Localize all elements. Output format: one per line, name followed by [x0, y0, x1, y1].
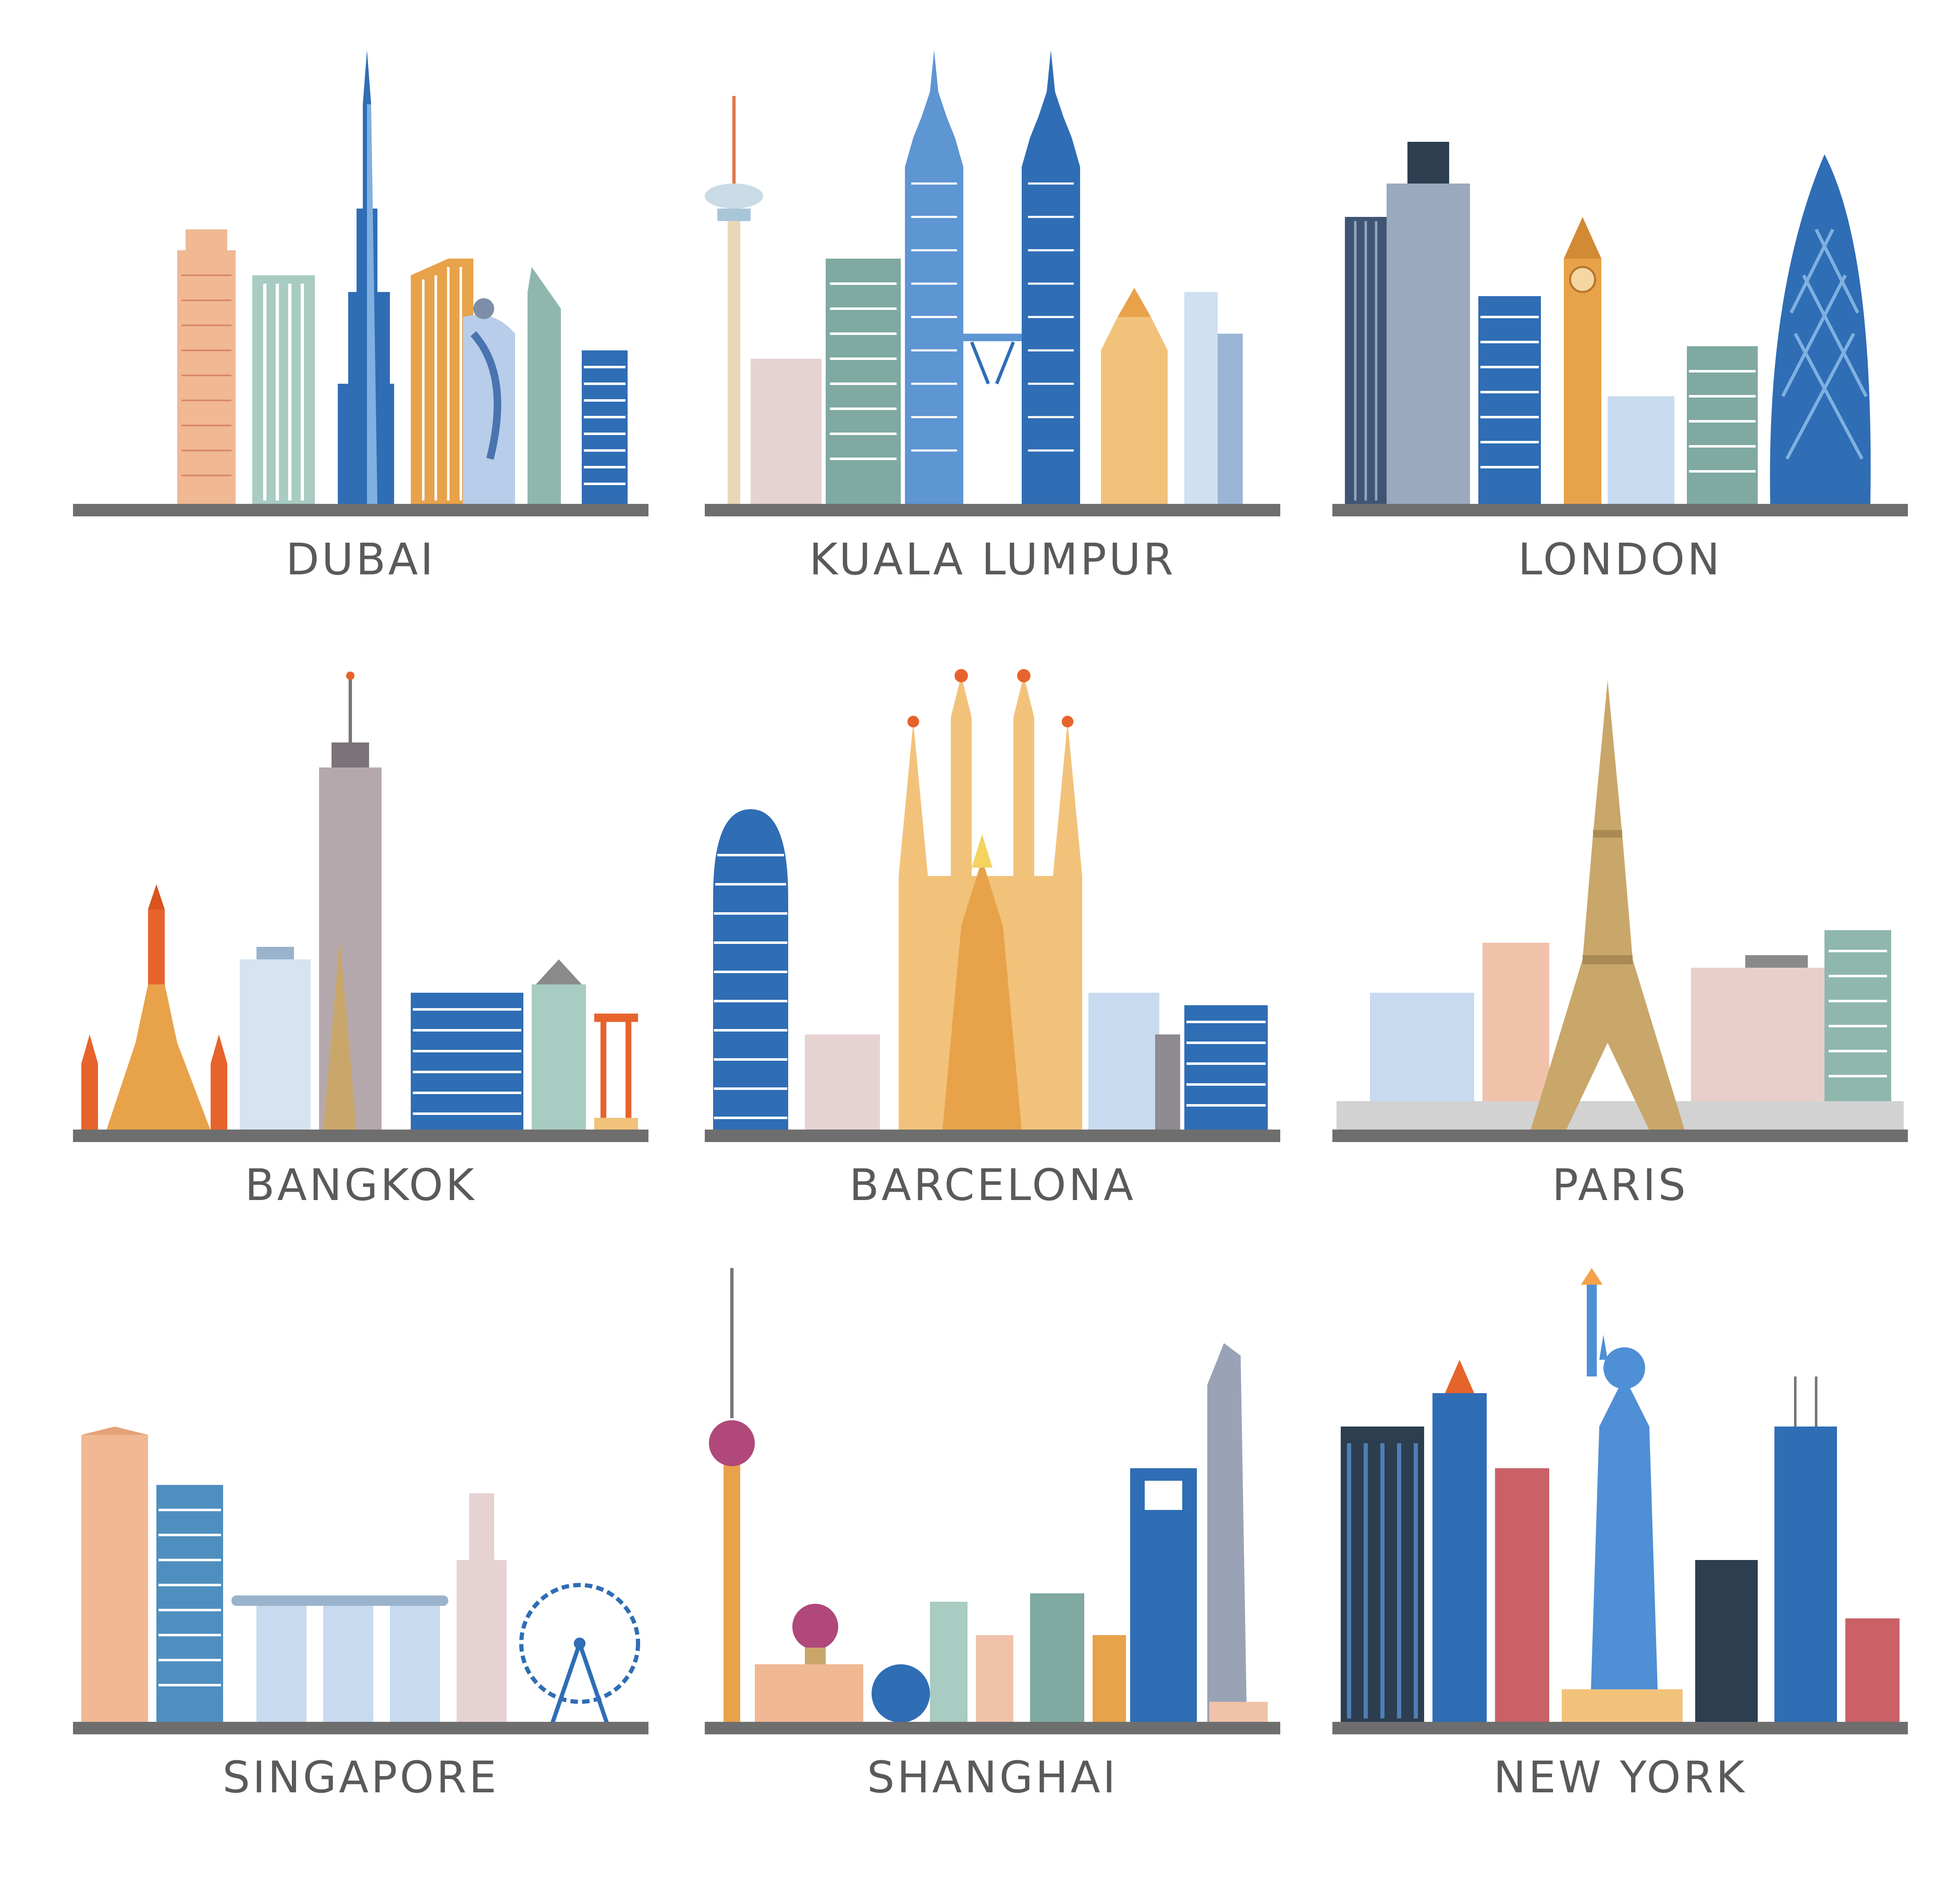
city-label: BANGKOK — [245, 1160, 477, 1210]
barcelona-skyline-icon — [713, 669, 1268, 1130]
ground-line — [1332, 1722, 1908, 1734]
city-tile-dubai: DUBAI — [73, 42, 648, 585]
bangkok-skyline-icon — [81, 672, 638, 1130]
kuala-lumpur-skyline-icon — [705, 50, 1243, 505]
new-york-skyline-icon — [1341, 1268, 1900, 1723]
city-tile-london: LONDON — [1332, 42, 1908, 585]
city-label: PARIS — [1552, 1160, 1689, 1210]
city-label: KUALA LUMPUR — [809, 534, 1176, 585]
ground-line — [73, 504, 648, 516]
ground-line — [1332, 1130, 1908, 1142]
city-label: NEW YORK — [1493, 1752, 1747, 1803]
shanghai-skyline-icon — [709, 1268, 1268, 1723]
singapore-skyline-icon — [81, 1427, 640, 1724]
ground-line — [705, 1722, 1280, 1734]
ground-line — [73, 1130, 648, 1142]
city-tile-paris: PARIS — [1332, 667, 1908, 1210]
ground-line — [1332, 504, 1908, 516]
city-label: LONDON — [1518, 534, 1722, 585]
city-tile-singapore: SINGAPORE — [73, 1260, 648, 1803]
city-label: SHANGHAI — [867, 1752, 1118, 1803]
ground-line — [705, 504, 1280, 516]
city-tile-barcelona: BARCELONA — [705, 667, 1280, 1210]
city-tile-new-york: NEW YORK — [1332, 1260, 1908, 1803]
ground-line — [705, 1130, 1280, 1142]
city-label: BARCELONA — [849, 1160, 1136, 1210]
city-tile-shanghai: SHANGHAI — [705, 1260, 1280, 1803]
london-skyline-icon — [1345, 142, 1871, 505]
city-tile-kuala-lumpur: KUALA LUMPUR — [705, 42, 1280, 585]
city-label: DUBAI — [286, 534, 436, 585]
ground-line — [73, 1722, 648, 1734]
dubai-skyline-icon — [177, 50, 628, 505]
city-tile-bangkok: BANGKOK — [73, 667, 648, 1210]
city-label: SINGAPORE — [222, 1752, 499, 1803]
paris-skyline-icon — [1337, 680, 1904, 1130]
